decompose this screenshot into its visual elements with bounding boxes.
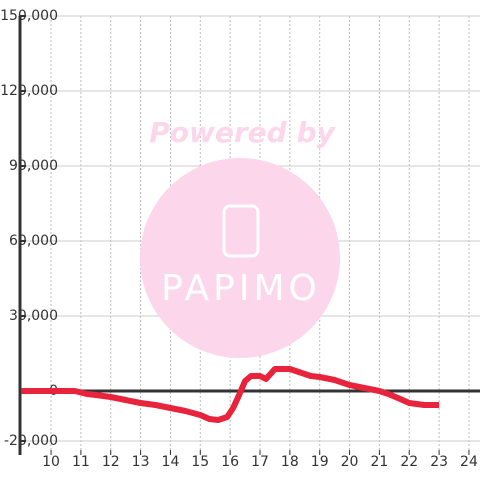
x-tick-label: 21 (370, 454, 388, 470)
watermark: Powered by PAPIMO (140, 116, 340, 358)
x-tick-label: 18 (281, 454, 299, 470)
x-tick-label: 24 (460, 454, 478, 470)
x-tick-label: 20 (341, 454, 359, 470)
watermark-text: Powered by (149, 116, 336, 149)
x-tick-label: 12 (102, 454, 120, 470)
watermark-logo: PAPIMO (161, 268, 321, 309)
x-tick-label: 15 (191, 454, 209, 470)
x-tick-label: 14 (162, 454, 180, 470)
x-tick-label: 10 (42, 454, 60, 470)
y-tick-label: 60,000 (9, 233, 58, 249)
y-tick-label: 90,000 (9, 158, 58, 174)
x-tick-label: 19 (311, 454, 329, 470)
y-tick-label: 150,000 (0, 8, 58, 24)
x-tick-label: 23 (430, 454, 448, 470)
watermark-circle (140, 158, 340, 358)
y-tick-label: 120,000 (0, 83, 58, 99)
y-tick-label: -20,000 (4, 433, 58, 449)
x-tick-label: 13 (132, 454, 150, 470)
x-tick-label: 16 (221, 454, 239, 470)
x-tick-label: 11 (72, 454, 90, 470)
y-tick-label: 30,000 (9, 308, 58, 324)
phone-icon (222, 204, 260, 258)
data-line (21, 366, 440, 423)
x-tick-label: 22 (400, 454, 418, 470)
x-tick-label: 17 (251, 454, 269, 470)
